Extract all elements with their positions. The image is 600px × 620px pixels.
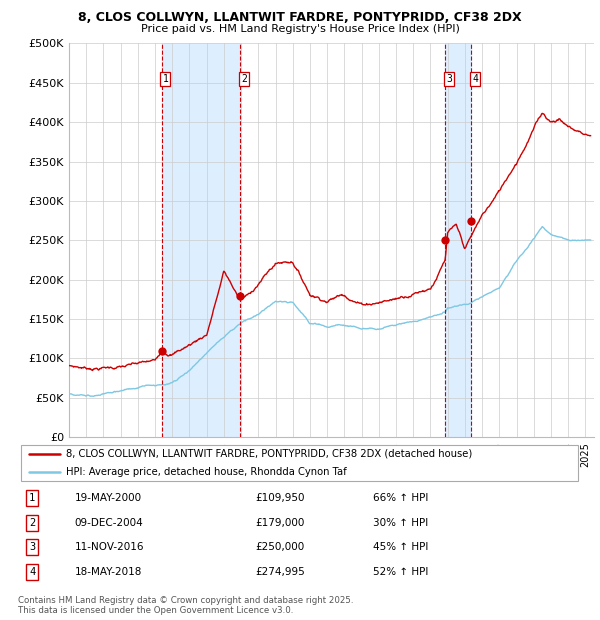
Text: 4: 4 <box>472 74 478 84</box>
Text: £109,950: £109,950 <box>255 494 304 503</box>
Text: 8, CLOS COLLWYN, LLANTWIT FARDRE, PONTYPRIDD, CF38 2DX: 8, CLOS COLLWYN, LLANTWIT FARDRE, PONTYP… <box>78 11 522 24</box>
Text: Contains HM Land Registry data © Crown copyright and database right 2025.
This d: Contains HM Land Registry data © Crown c… <box>18 596 353 615</box>
Text: 30% ↑ HPI: 30% ↑ HPI <box>373 518 428 528</box>
Text: 18-MAY-2018: 18-MAY-2018 <box>74 567 142 577</box>
Text: HPI: Average price, detached house, Rhondda Cynon Taf: HPI: Average price, detached house, Rhon… <box>66 467 347 477</box>
Text: £179,000: £179,000 <box>255 518 304 528</box>
Text: 52% ↑ HPI: 52% ↑ HPI <box>373 567 428 577</box>
Text: 11-NOV-2016: 11-NOV-2016 <box>74 542 144 552</box>
Text: 19-MAY-2000: 19-MAY-2000 <box>74 494 142 503</box>
Text: 66% ↑ HPI: 66% ↑ HPI <box>373 494 428 503</box>
Text: 2: 2 <box>241 74 247 84</box>
Text: 4: 4 <box>29 567 35 577</box>
Text: 3: 3 <box>29 542 35 552</box>
Text: 1: 1 <box>29 494 35 503</box>
Text: 09-DEC-2004: 09-DEC-2004 <box>74 518 143 528</box>
FancyBboxPatch shape <box>21 445 578 480</box>
Text: 8, CLOS COLLWYN, LLANTWIT FARDRE, PONTYPRIDD, CF38 2DX (detached house): 8, CLOS COLLWYN, LLANTWIT FARDRE, PONTYP… <box>66 449 472 459</box>
Text: 2: 2 <box>29 518 35 528</box>
Bar <box>161 43 240 437</box>
Text: 45% ↑ HPI: 45% ↑ HPI <box>373 542 428 552</box>
Text: 3: 3 <box>446 74 452 84</box>
Text: 1: 1 <box>163 74 169 84</box>
Bar <box>445 43 472 437</box>
Text: Price paid vs. HM Land Registry's House Price Index (HPI): Price paid vs. HM Land Registry's House … <box>140 24 460 33</box>
Text: £250,000: £250,000 <box>255 542 304 552</box>
Text: £274,995: £274,995 <box>255 567 305 577</box>
